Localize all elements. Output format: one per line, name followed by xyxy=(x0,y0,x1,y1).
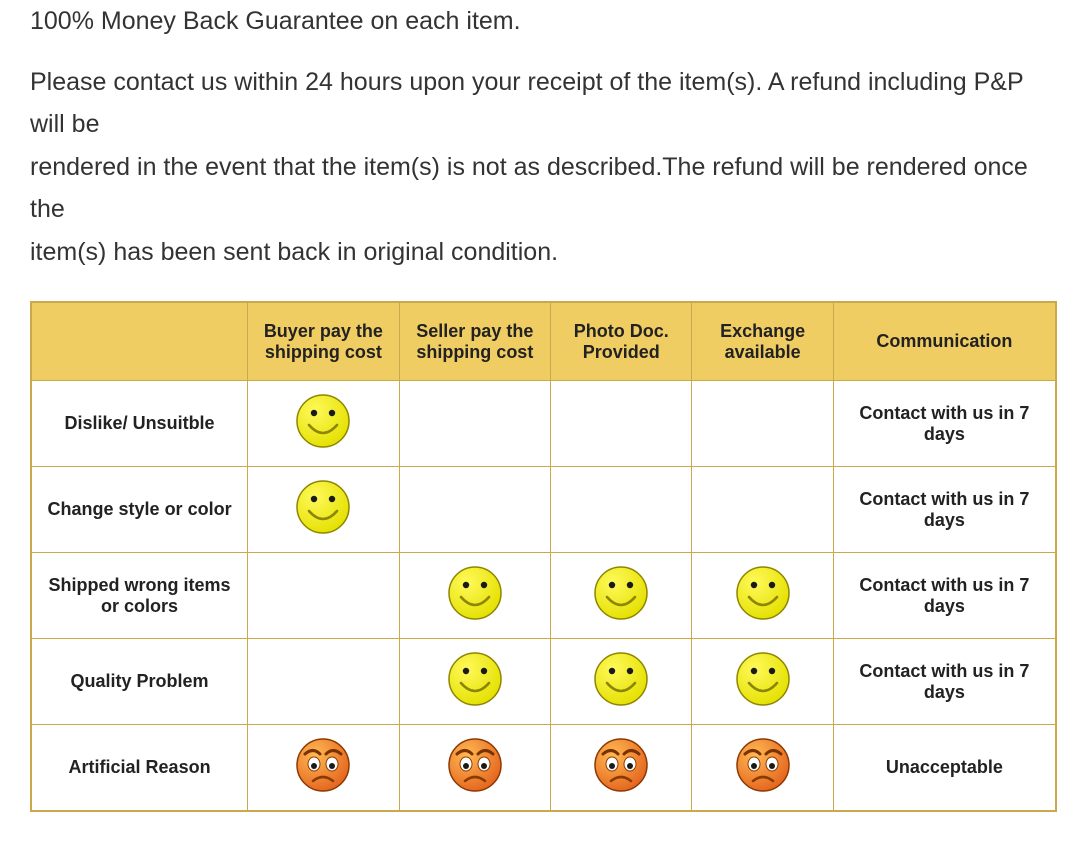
table-cell xyxy=(248,553,399,639)
sad-face-icon xyxy=(735,737,791,793)
intro-line-1: 100% Money Back Guarantee on each item. xyxy=(30,0,1057,43)
table-cell xyxy=(551,553,692,639)
row-label: Shipped wrong items or colors xyxy=(32,553,248,639)
communication-cell: Contact with us in 7 days xyxy=(833,467,1055,553)
col-header-blank xyxy=(32,303,248,381)
sad-face-icon xyxy=(295,737,351,793)
table-cell xyxy=(692,725,833,811)
col-header-seller-pay: Seller pay the shipping cost xyxy=(399,303,550,381)
intro-text: 100% Money Back Guarantee on each item. … xyxy=(30,0,1057,273)
table-cell xyxy=(692,639,833,725)
table-cell xyxy=(551,381,692,467)
table-row: Shipped wrong items or colors xyxy=(32,553,1056,639)
table-row: Dislike/ Unsuitble Contact with us in 7 … xyxy=(32,381,1056,467)
communication-cell: Contact with us in 7 days xyxy=(833,381,1055,467)
intro-line-3: rendered in the event that the item(s) i… xyxy=(30,153,1028,224)
happy-face-icon xyxy=(295,393,351,449)
table-cell xyxy=(551,725,692,811)
table-cell xyxy=(692,381,833,467)
happy-face-icon xyxy=(447,565,503,621)
happy-face-icon xyxy=(295,479,351,535)
table-cell xyxy=(248,467,399,553)
row-label: Dislike/ Unsuitble xyxy=(32,381,248,467)
table-cell xyxy=(692,467,833,553)
table-cell xyxy=(248,725,399,811)
table-row: Artificial Reason xyxy=(32,725,1056,811)
communication-cell: Contact with us in 7 days xyxy=(833,639,1055,725)
happy-face-icon xyxy=(593,565,649,621)
table-row: Quality Problem xyxy=(32,639,1056,725)
happy-face-icon xyxy=(447,651,503,707)
communication-cell: Contact with us in 7 days xyxy=(833,553,1055,639)
row-label: Artificial Reason xyxy=(32,725,248,811)
col-header-exchange: Exchange available xyxy=(692,303,833,381)
refund-policy-table: Buyer pay the shipping cost Seller pay t… xyxy=(30,301,1057,812)
table-cell xyxy=(551,467,692,553)
happy-face-icon xyxy=(735,651,791,707)
sad-face-icon xyxy=(593,737,649,793)
table-cell xyxy=(551,639,692,725)
table-cell xyxy=(248,639,399,725)
table-cell xyxy=(399,639,550,725)
table-cell xyxy=(399,381,550,467)
intro-line-2: Please contact us within 24 hours upon y… xyxy=(30,68,1023,139)
table-cell xyxy=(692,553,833,639)
communication-cell: Unacceptable xyxy=(833,725,1055,811)
happy-face-icon xyxy=(735,565,791,621)
row-label: Quality Problem xyxy=(32,639,248,725)
table-cell xyxy=(399,467,550,553)
table-header-row: Buyer pay the shipping cost Seller pay t… xyxy=(32,303,1056,381)
intro-line-4: item(s) has been sent back in original c… xyxy=(30,238,558,266)
table-row: Change style or color Contact with us in… xyxy=(32,467,1056,553)
col-header-photo: Photo Doc. Provided xyxy=(551,303,692,381)
table-cell xyxy=(399,553,550,639)
sad-face-icon xyxy=(447,737,503,793)
col-header-buyer-pay: Buyer pay the shipping cost xyxy=(248,303,399,381)
happy-face-icon xyxy=(593,651,649,707)
col-header-communication: Communication xyxy=(833,303,1055,381)
row-label: Change style or color xyxy=(32,467,248,553)
table-cell xyxy=(248,381,399,467)
table-cell xyxy=(399,725,550,811)
